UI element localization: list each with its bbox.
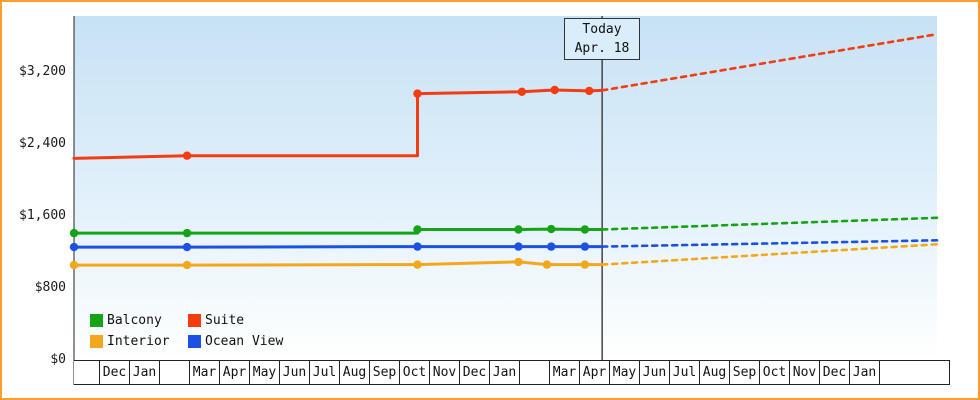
x-axis-month-cell: Sep [370,361,400,384]
x-axis-month-cell: Jan [850,361,880,384]
y-tick-label: $800 [34,280,66,295]
today-marker-label: Today Apr. 18 [564,18,640,60]
x-axis-month-cell: Oct [760,361,790,384]
x-axis-month-cell: Oct [400,361,430,384]
x-axis-blank-cell [74,361,100,384]
x-axis-blank-cell [520,361,550,384]
legend-label: Balcony [107,313,162,328]
legend-swatch-icon [188,314,201,327]
y-tick-label: $3,200 [19,64,66,79]
x-axis-month-row: Dec Jan Mar Apr May Jun Jul Aug Sep Oct Nov Dec Jan M… [74,360,950,385]
today-label-line1: Today [582,22,622,37]
x-axis-month-cell: May [610,361,640,384]
x-axis-month-cell: Jul [670,361,700,384]
legend-swatch-icon [90,335,103,348]
x-axis-month-cell: Jan [490,361,520,384]
legend-item-balcony: Balcony [90,313,188,328]
x-axis-month-cell: Sep [730,361,760,384]
legend-item-interior: Interior [90,334,188,349]
x-axis-month-cell: Jan [130,361,160,384]
plot-background [74,16,937,360]
today-label-line2: Apr. 18 [574,41,630,56]
x-axis-month-cell: Dec [100,361,130,384]
legend-item-ocean-view: Ocean View [188,334,283,349]
x-axis-blank-cell [160,361,190,384]
y-tick-label: $0 [50,352,66,367]
chart-legend: Balcony Suite Interior Ocean View [90,313,283,349]
x-axis-month-cell: Jul [310,361,340,384]
x-axis-month-cell: Dec [460,361,490,384]
x-axis-blank-cell [880,361,950,384]
x-axis-month-cell: Jun [280,361,310,384]
x-axis-month-cell: Aug [340,361,370,384]
x-axis-month-cell: May [250,361,280,384]
legend-item-suite: Suite [188,313,283,328]
legend-label: Interior [107,334,170,349]
legend-label: Ocean View [205,334,284,349]
x-axis-month-cell: Jun [640,361,670,384]
legend-swatch-icon [90,314,103,327]
x-axis-month-cell: Nov [790,361,820,384]
x-axis-month-cell: Mar [550,361,580,384]
legend-label: Suite [205,313,245,328]
x-axis-month-cell: Mar [190,361,220,384]
x-axis-month-cell: Apr [580,361,610,384]
y-tick-label: $1,600 [19,208,66,223]
x-axis-month-cell: Aug [700,361,730,384]
x-axis-month-cell: Apr [220,361,250,384]
x-axis-month-cell: Dec [820,361,850,384]
y-tick-label: $2,400 [19,136,66,151]
x-axis-month-cell: Nov [430,361,460,384]
legend-swatch-icon [188,335,201,348]
